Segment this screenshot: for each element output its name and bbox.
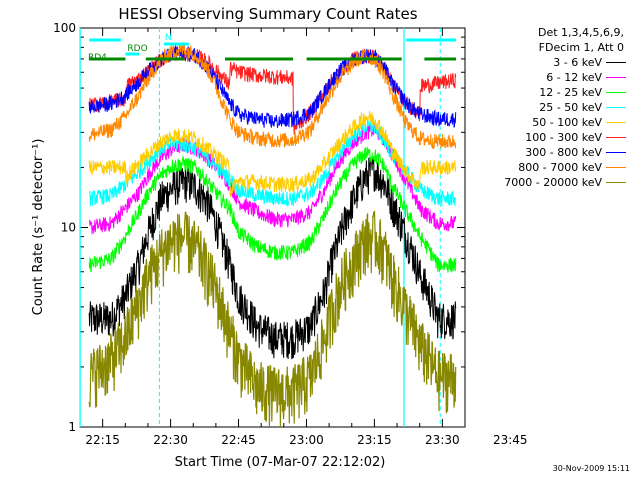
legend-entry: 25 - 50 keV bbox=[482, 100, 634, 115]
x-tick-label: 23:45 bbox=[493, 433, 528, 447]
legend-entry-label: 300 - 800 keV bbox=[525, 146, 602, 159]
legend-entry-label: 25 - 50 keV bbox=[539, 101, 602, 114]
x-tick-label: 23:30 bbox=[425, 433, 460, 447]
legend-entry-label: 7000 - 20000 keV bbox=[504, 176, 602, 189]
legend-header-line-1: Det 1,3,4,5,6,9, bbox=[537, 26, 624, 39]
night-bar-label: N bbox=[165, 33, 172, 43]
x-tick-label: 22:15 bbox=[85, 433, 120, 447]
y-tick-label: 1 bbox=[68, 420, 76, 434]
series-line bbox=[88, 156, 457, 360]
legend-swatch bbox=[606, 62, 626, 63]
x-tick-label: 22:30 bbox=[153, 433, 188, 447]
legend-swatch bbox=[606, 137, 626, 138]
legend-entry: 6 - 12 keV bbox=[482, 70, 634, 85]
series-line bbox=[88, 45, 457, 128]
x-tick-label: 23:15 bbox=[357, 433, 392, 447]
legend-entry: 800 - 7000 keV bbox=[482, 160, 634, 175]
legend-entry-label: 12 - 25 keV bbox=[539, 86, 602, 99]
legend-entry: 7000 - 20000 keV bbox=[482, 175, 634, 190]
series-line bbox=[88, 146, 457, 273]
legend-swatch bbox=[606, 92, 626, 93]
y-tick-label: 10 bbox=[61, 221, 76, 235]
rdo-bar-label: RDO bbox=[127, 44, 147, 54]
legend-entry-label: 3 - 6 keV bbox=[553, 56, 602, 69]
legend-entry-label: 100 - 300 keV bbox=[525, 131, 602, 144]
legend-entry: 300 - 800 keV bbox=[482, 145, 634, 160]
legend-header-line-2: FDecim 1, Att 0 bbox=[538, 41, 624, 54]
series-line bbox=[88, 43, 457, 150]
x-axis-label: Start Time (07-Mar-07 22:12:02) bbox=[175, 455, 386, 470]
plot-area: 1 10 100 22:15 22:30 22:45 23:00 23:15 23:30 23:4… bbox=[53, 21, 527, 447]
x-tick-label: 23:00 bbox=[289, 433, 324, 447]
legend-swatch bbox=[606, 122, 626, 123]
legend-entry: 50 - 100 keV bbox=[482, 115, 634, 130]
rd4-bar-label: RD4 bbox=[88, 53, 107, 63]
legend-swatch bbox=[606, 167, 626, 168]
legend-entry: 12 - 25 keV bbox=[482, 85, 634, 100]
legend-swatch bbox=[606, 182, 626, 183]
chart-title: HESSI Observing Summary Count Rates bbox=[118, 5, 417, 23]
legend-entry-label: 800 - 7000 keV bbox=[518, 161, 602, 174]
legend-entry-label: 6 - 12 keV bbox=[546, 71, 602, 84]
legend-entries: 3 - 6 keV 6 - 12 keV 12 - 25 keV 25 - 50 ke… bbox=[482, 55, 634, 190]
x-tick-label: 22:45 bbox=[221, 433, 256, 447]
legend-swatch bbox=[606, 77, 626, 78]
legend-entry: 3 - 6 keV bbox=[482, 55, 634, 70]
y-axis-label: Count Rate (s⁻¹ detector⁻¹) bbox=[31, 139, 46, 316]
legend-swatch bbox=[606, 107, 626, 108]
legend: Det 1,3,4,5,6,9, FDecim 1, Att 0 3 - 6 k… bbox=[482, 25, 634, 190]
y-tick-label: 100 bbox=[53, 21, 76, 35]
legend-entry: 100 - 300 keV bbox=[482, 130, 634, 145]
series-line bbox=[88, 210, 457, 428]
series-line bbox=[88, 110, 457, 197]
legend-entry-label: 50 - 100 keV bbox=[532, 116, 602, 129]
footer-date-stamp: 30-Nov-2009 15:11 bbox=[552, 464, 630, 473]
legend-swatch bbox=[606, 152, 626, 153]
